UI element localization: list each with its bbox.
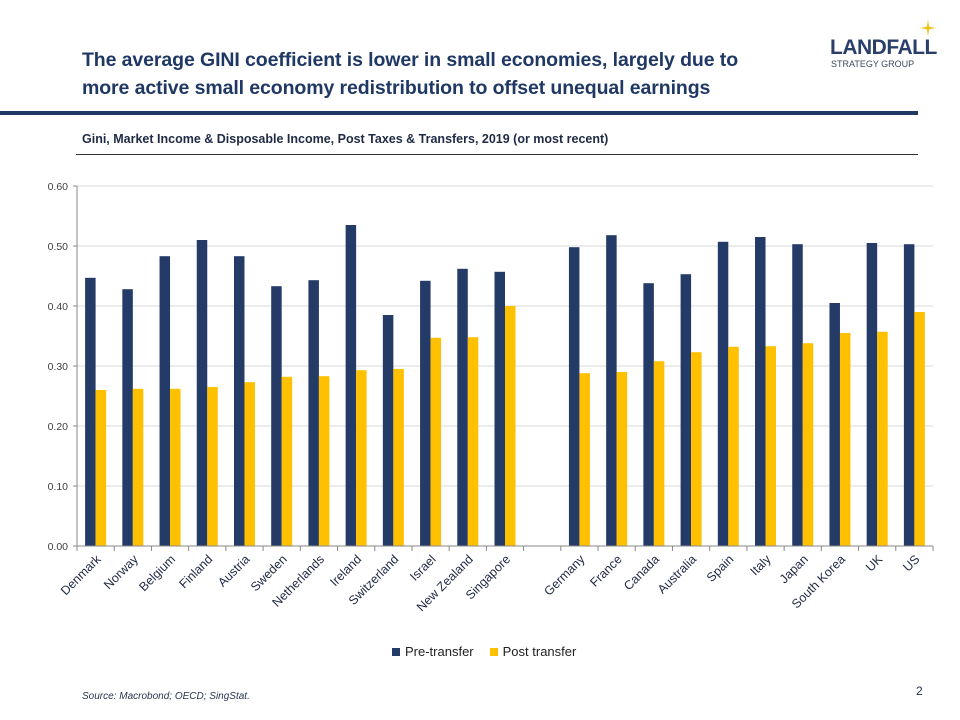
x-tick-label: Ireland xyxy=(327,552,364,589)
x-tick-label: Japan xyxy=(777,552,811,586)
y-tick-label: 0.30 xyxy=(48,361,69,373)
bar-pre-transfer-norway xyxy=(122,289,133,546)
x-tick-label: UK xyxy=(863,552,886,575)
bar-post-transfer-canada xyxy=(653,361,665,546)
bar-pre-transfer-uk xyxy=(866,243,878,546)
bar-post-transfer-italy xyxy=(765,346,777,546)
header-divider xyxy=(0,111,918,115)
x-tick-label: Spain xyxy=(704,552,737,585)
bars xyxy=(85,225,925,547)
bar-pre-transfer-canada xyxy=(643,283,654,546)
legend-swatch-pre-transfer xyxy=(392,647,400,656)
x-tick-label: Israel xyxy=(407,552,439,584)
bar-post-transfer-france xyxy=(616,372,628,546)
bar-post-transfer-spain xyxy=(728,346,739,546)
slide-title-line2: more active small economy redistribution… xyxy=(82,77,711,99)
legend-swatch-post-transfer xyxy=(489,647,498,656)
x-tick-label: Belgium xyxy=(136,552,178,594)
bar-pre-transfer-new-zealand xyxy=(457,268,468,546)
bar-post-transfer-denmark xyxy=(95,390,107,546)
bar-post-transfer-ireland xyxy=(356,370,367,546)
bar-post-transfer-new-zealand xyxy=(467,337,479,546)
bar-post-transfer-sweden xyxy=(281,376,293,546)
y-tick-label: 0.40 xyxy=(48,301,69,313)
y-tick-label: 0.50 xyxy=(48,241,69,253)
bar-pre-transfer-singapore xyxy=(494,271,505,546)
page-number: 2 xyxy=(916,684,923,698)
bar-post-transfer-austria xyxy=(244,382,255,546)
chart-legend: Pre-transfer Post transfer xyxy=(392,644,576,659)
bar-pre-transfer-sweden xyxy=(271,286,282,546)
bar-pre-transfer-us xyxy=(903,244,915,546)
x-tick-label: France xyxy=(587,552,624,589)
y-axis: 0.00 0.10 0.20 0.30 0.40 0.50 0.60 xyxy=(48,181,78,553)
legend-label-pre-transfer: Pre-transfer xyxy=(405,644,474,659)
x-tick-label: Finland xyxy=(176,552,215,591)
bar-post-transfer-uk xyxy=(877,331,888,546)
y-tick-label: 0.10 xyxy=(48,481,69,493)
bar-pre-transfer-switzerland xyxy=(382,315,394,546)
bar-post-transfer-norway xyxy=(132,388,144,546)
bar-post-transfer-australia xyxy=(691,352,702,546)
bar-pre-transfer-japan xyxy=(792,244,803,546)
bar-pre-transfer-finland xyxy=(196,240,208,546)
chart-title-underline xyxy=(76,154,918,155)
four-point-star-icon xyxy=(920,20,936,36)
legend-label-post-transfer: Post transfer xyxy=(502,644,577,659)
bar-pre-transfer-ireland xyxy=(345,225,357,546)
logo-wordmark: LANDFALL xyxy=(830,36,937,59)
y-tick-label: 0.00 xyxy=(48,541,69,553)
bar-post-transfer-japan xyxy=(802,343,814,546)
logo-tagline: STRATEGY GROUP xyxy=(831,59,915,69)
x-tick-label: Denmark xyxy=(58,552,104,598)
y-tick-label: 0.20 xyxy=(48,421,69,433)
x-tick-label: Italy xyxy=(748,552,775,579)
x-tick-label: Germany xyxy=(541,552,588,599)
bar-pre-transfer-austria xyxy=(233,256,245,546)
chart-title: Gini, Market Income & Disposable Income,… xyxy=(82,132,609,146)
bar-post-transfer-us xyxy=(914,312,925,546)
bar-pre-transfer-denmark xyxy=(85,277,96,546)
x-tick-label: US xyxy=(900,552,922,574)
bar-pre-transfer-spain xyxy=(717,241,729,547)
bar-post-transfer-israel xyxy=(430,337,442,546)
bar-pre-transfer-italy xyxy=(755,237,766,546)
source-note: Source: Macrobond; OECD; SingStat. xyxy=(82,691,250,702)
legend-item-pre-transfer: Pre-transfer xyxy=(392,644,474,659)
bar-post-transfer-south-korea xyxy=(839,333,851,546)
bar-pre-transfer-belgium xyxy=(159,256,171,546)
legend-item-post-transfer: Post transfer xyxy=(489,644,577,659)
landfall-logo: LANDFALL STRATEGY GROUP xyxy=(826,20,937,78)
bar-post-transfer-finland xyxy=(207,387,218,546)
bar-post-transfer-belgium xyxy=(170,388,181,546)
bar-pre-transfer-france xyxy=(606,235,617,546)
x-tick-label: Australia xyxy=(655,552,699,596)
slide-title: The average GINI coefficient is lower in… xyxy=(82,46,802,102)
bar-post-transfer-switzerland xyxy=(393,369,404,546)
bar-pre-transfer-israel xyxy=(420,280,431,546)
bar-pre-transfer-south-korea xyxy=(829,303,840,546)
slide-title-line1: The average GINI coefficient is lower in… xyxy=(82,49,739,71)
bar-post-transfer-netherlands xyxy=(318,376,330,546)
y-tick-label: 0.60 xyxy=(48,181,69,193)
bar-pre-transfer-australia xyxy=(680,274,692,546)
bar-post-transfer-germany xyxy=(579,373,590,546)
bar-pre-transfer-germany xyxy=(568,247,580,546)
bar-pre-transfer-netherlands xyxy=(308,280,319,546)
x-tick-label: Norway xyxy=(101,552,141,592)
bar-post-transfer-singapore xyxy=(505,306,516,546)
